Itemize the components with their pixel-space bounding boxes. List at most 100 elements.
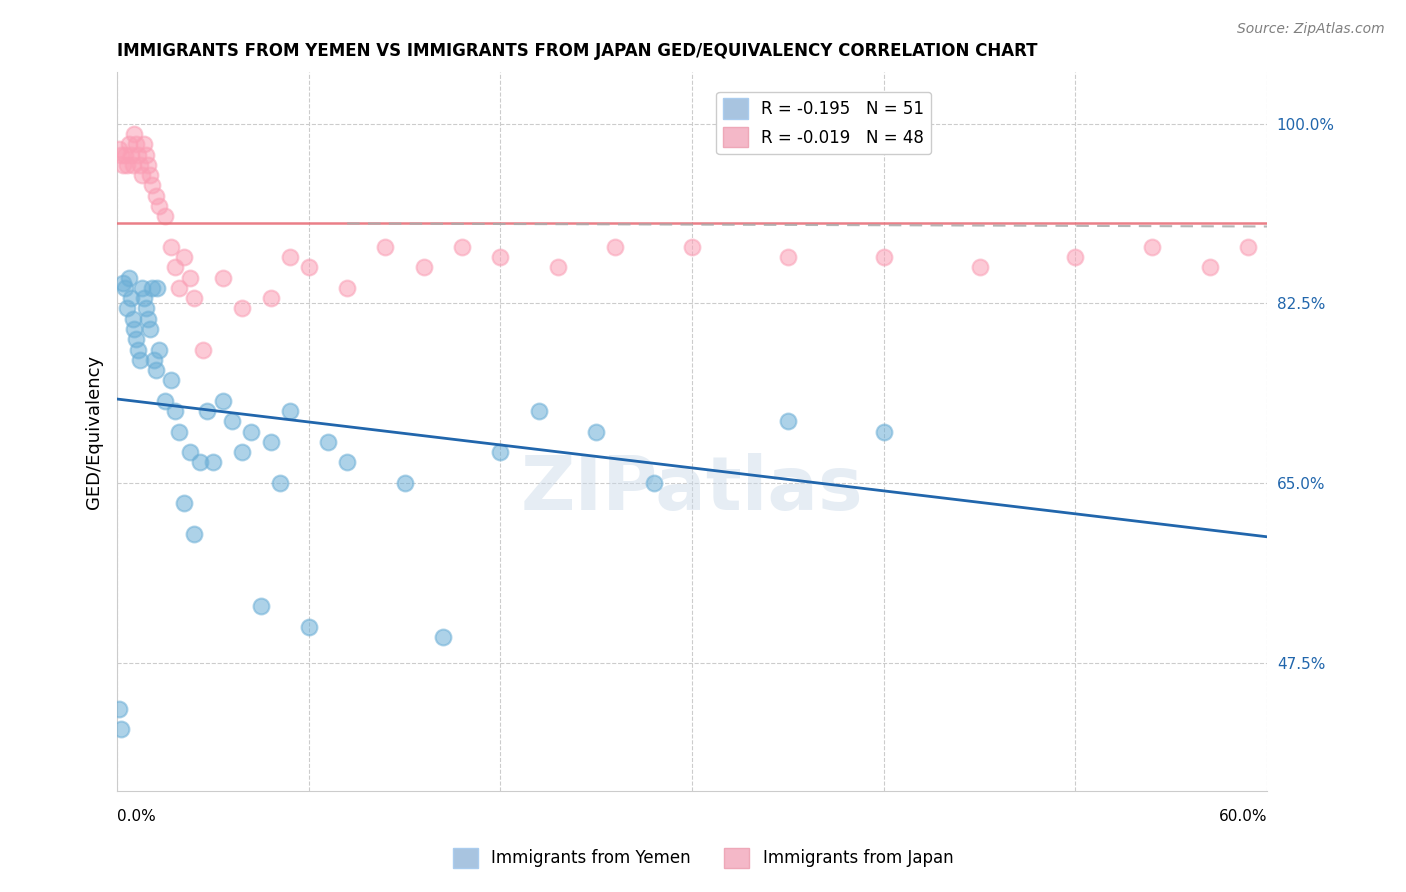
Point (776, 250, 799, 264)
Point (114, 281, 136, 295)
Point (135, 147, 157, 161)
Text: 60.0%: 60.0% (1219, 809, 1267, 824)
Text: Source: ZipAtlas.com: Source: ZipAtlas.com (1237, 22, 1385, 37)
Point (148, 343, 170, 357)
Point (125, 332, 148, 346)
Legend: R = -0.195   N = 51, R = -0.019   N = 48: R = -0.195 N = 51, R = -0.019 N = 48 (716, 92, 931, 153)
Point (776, 414, 799, 428)
Point (231, 445, 253, 459)
Point (114, 147, 136, 161)
Point (489, 250, 512, 264)
Point (643, 475, 665, 490)
Point (163, 404, 186, 418)
Point (135, 301, 157, 316)
Point (183, 291, 205, 305)
Point (121, 158, 143, 172)
Point (259, 291, 281, 305)
Point (969, 260, 991, 275)
Point (451, 240, 474, 254)
Point (336, 281, 359, 295)
Point (108, 702, 131, 716)
Point (160, 240, 183, 254)
Point (127, 343, 149, 357)
Point (873, 425, 896, 439)
Point (188, 455, 211, 469)
Text: ZIPatlas: ZIPatlas (520, 452, 863, 525)
Point (195, 404, 218, 418)
Point (547, 260, 569, 275)
Point (1140, 240, 1163, 254)
Point (124, 127, 146, 141)
Point (681, 240, 703, 254)
Point (179, 445, 201, 459)
Point (183, 527, 205, 541)
Point (489, 445, 512, 459)
Point (118, 270, 141, 285)
Point (336, 455, 359, 469)
Point (132, 291, 155, 305)
Point (124, 322, 146, 336)
Point (142, 352, 165, 367)
Point (163, 260, 186, 275)
Point (412, 260, 434, 275)
Point (120, 291, 142, 305)
Point (127, 147, 149, 161)
Point (131, 168, 153, 182)
Point (231, 301, 253, 316)
Point (585, 425, 607, 439)
Point (298, 260, 321, 275)
Point (136, 311, 159, 326)
Point (173, 250, 195, 264)
Text: IMMIGRANTS FROM YEMEN VS IMMIGRANTS FROM JAPAN GED/EQUIVALENCY CORRELATION CHART: IMMIGRANTS FROM YEMEN VS IMMIGRANTS FROM… (117, 42, 1038, 60)
Point (278, 250, 301, 264)
Point (120, 147, 142, 161)
Point (132, 137, 155, 152)
Point (374, 240, 396, 254)
Point (115, 158, 138, 172)
Point (136, 158, 159, 172)
Point (111, 276, 134, 290)
Point (316, 434, 339, 449)
Point (115, 301, 138, 316)
Point (173, 496, 195, 510)
Point (110, 147, 132, 161)
Point (167, 281, 190, 295)
Point (250, 599, 273, 613)
Point (179, 270, 201, 285)
Point (139, 322, 162, 336)
Point (202, 455, 225, 469)
Point (110, 723, 132, 737)
Point (139, 168, 162, 182)
Point (141, 281, 163, 295)
Point (145, 188, 167, 202)
Point (1237, 240, 1260, 254)
Point (118, 137, 141, 152)
Point (160, 373, 183, 387)
Legend: Immigrants from Yemen, Immigrants from Japan: Immigrants from Yemen, Immigrants from J… (446, 841, 960, 875)
Point (111, 158, 134, 172)
Point (269, 475, 291, 490)
Point (605, 240, 627, 254)
Point (1198, 260, 1220, 275)
Point (131, 281, 153, 295)
Point (167, 425, 190, 439)
Point (148, 199, 170, 213)
Point (211, 393, 233, 408)
Point (129, 352, 152, 367)
Point (211, 270, 233, 285)
Text: 0.0%: 0.0% (117, 809, 156, 824)
Point (153, 393, 176, 408)
Point (394, 475, 416, 490)
Point (108, 142, 131, 156)
Point (527, 404, 550, 418)
Point (141, 178, 163, 193)
Point (153, 209, 176, 223)
Point (298, 619, 321, 633)
Point (125, 137, 148, 152)
Point (193, 343, 215, 357)
Point (1064, 250, 1087, 264)
Point (129, 158, 152, 172)
Point (259, 434, 281, 449)
Point (873, 250, 896, 264)
Point (145, 363, 167, 377)
